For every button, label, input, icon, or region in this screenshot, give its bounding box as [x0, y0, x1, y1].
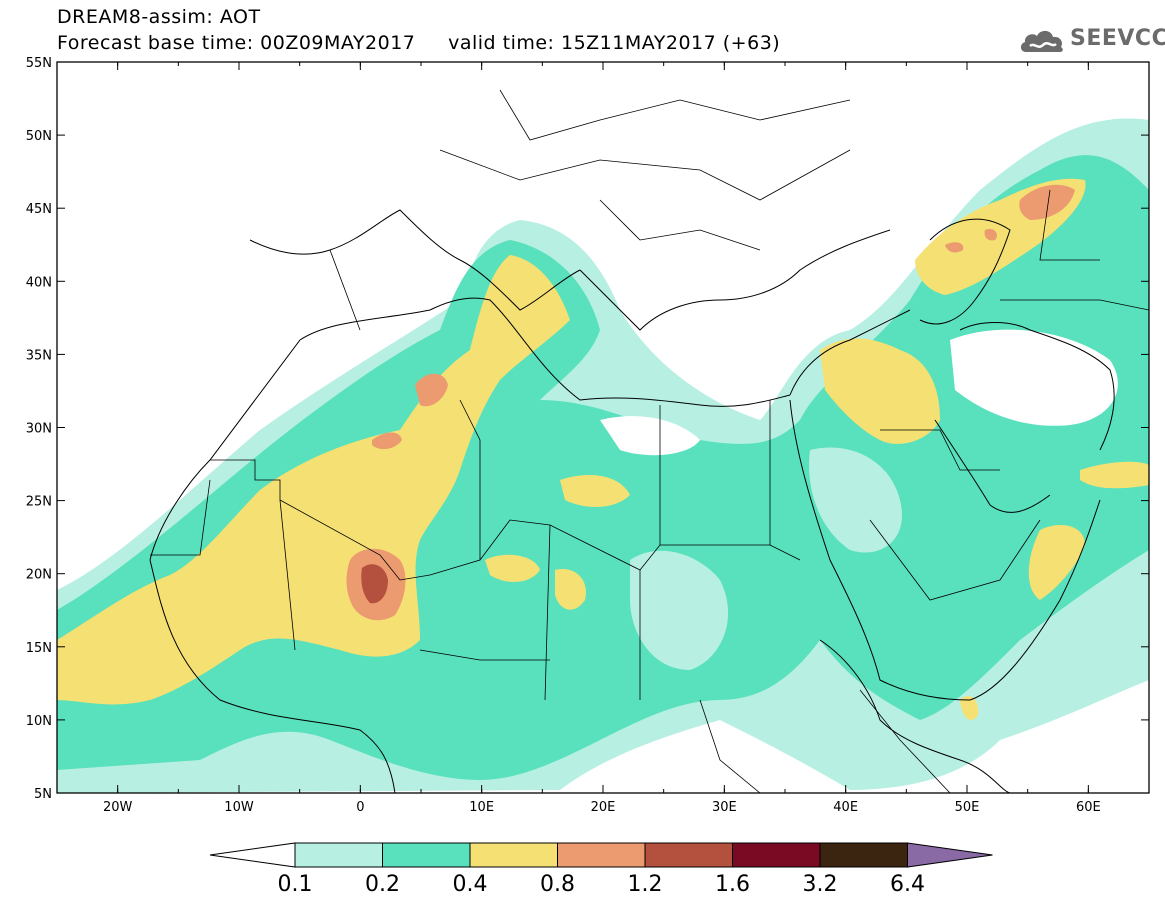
lat-tick-label: 20N: [26, 568, 52, 583]
lat-tick-label: 10N: [26, 714, 52, 729]
lat-tick-label: 25N: [26, 495, 52, 510]
lat-tick-label: 50N: [26, 129, 52, 144]
lon-tick-label: 60E: [1076, 800, 1101, 815]
colorbar-segment: [469, 842, 558, 868]
lat-tick-label: 35N: [26, 348, 52, 363]
lon-tick-label: 20W: [103, 800, 133, 815]
colorbar-segment: [819, 842, 908, 868]
map-title: DREAM8-assim: AOT: [57, 6, 261, 28]
logo-text: SEEVCCC: [1070, 26, 1165, 51]
aot-field: [57, 118, 1149, 793]
lon-tick-label: 40E: [833, 800, 858, 815]
map-subtitle: Forecast base time: 00Z09MAY2017 valid t…: [57, 32, 781, 54]
colorbar-tick-label: 1.6: [715, 872, 750, 897]
lat-tick-label: 30N: [26, 422, 52, 437]
lat-tick-label: 55N: [26, 56, 52, 71]
lon-tick-label: 30E: [712, 800, 737, 815]
colorbar-segment: [557, 842, 646, 868]
colorbar-segment: [382, 842, 471, 868]
lon-tick-label: 20E: [591, 800, 616, 815]
lon-tick-label: 0: [356, 800, 364, 815]
lon-tick-label: 10W: [224, 800, 254, 815]
colorbar-tick-label: 3.2: [802, 872, 838, 897]
lat-tick-label: 45N: [26, 202, 52, 217]
colorbar-segment: [907, 842, 993, 868]
colorbar-segment: [209, 842, 296, 868]
colorbar: [209, 842, 993, 868]
colorbar-segment: [732, 842, 821, 868]
colorbar-tick-label: 0.4: [452, 872, 488, 897]
lon-tick-label: 10E: [469, 800, 494, 815]
cloud-icon: [1020, 30, 1063, 52]
colorbar-tick-label: 0.1: [277, 872, 313, 897]
colorbar-segment: [294, 842, 383, 868]
lat-tick-label: 15N: [26, 641, 52, 656]
map-axes: 55N 50N 45N 40N 35N 30N 25N 20N 15N 10N 5N 20W 10W 0 1…: [26, 56, 1150, 815]
colorbar-segment: [644, 842, 733, 868]
country-borders: [150, 89, 1149, 793]
colorbar-tick-label: 0.2: [365, 872, 400, 897]
lon-tick-label: 50E: [955, 800, 980, 815]
colorbar-tick-label: 6.4: [890, 872, 925, 897]
seevccc-logo: SEEVCCC: [1018, 24, 1165, 58]
colorbar-tick-label: 0.8: [540, 872, 575, 897]
lat-tick-label: 5N: [34, 787, 52, 802]
coastlines: [149, 209, 1115, 793]
lat-tick-label: 40N: [26, 275, 52, 290]
colorbar-tick-label: 1.2: [627, 872, 663, 897]
